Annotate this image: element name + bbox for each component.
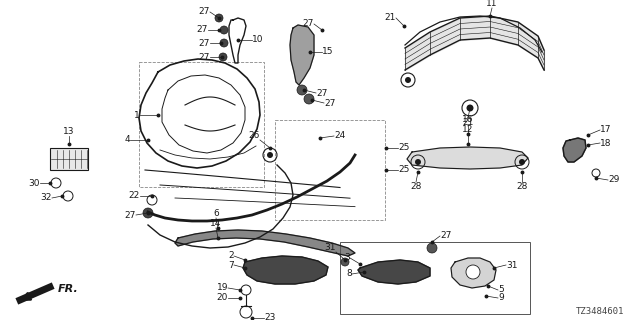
Text: 10: 10 — [252, 36, 264, 44]
Text: 19: 19 — [216, 284, 228, 292]
Text: 23: 23 — [264, 314, 275, 320]
Polygon shape — [175, 230, 355, 256]
Text: FR.: FR. — [58, 284, 79, 294]
Text: 16: 16 — [462, 115, 474, 124]
Text: 13: 13 — [63, 127, 75, 136]
Bar — [139, 62, 264, 187]
Text: 32: 32 — [40, 194, 52, 203]
Circle shape — [220, 26, 228, 34]
Polygon shape — [451, 258, 496, 288]
Text: 14: 14 — [211, 219, 221, 228]
Circle shape — [405, 77, 411, 83]
Text: TZ3484601: TZ3484601 — [576, 308, 624, 316]
Polygon shape — [358, 260, 430, 284]
Text: 31: 31 — [324, 243, 336, 252]
Text: 27: 27 — [324, 99, 335, 108]
Text: 27: 27 — [198, 52, 210, 61]
Text: 8: 8 — [346, 269, 352, 278]
Bar — [275, 120, 385, 220]
Text: 28: 28 — [410, 182, 422, 191]
Text: 25: 25 — [398, 143, 410, 153]
Text: 12: 12 — [462, 125, 474, 134]
Text: 9: 9 — [498, 293, 504, 302]
Text: 3: 3 — [344, 253, 350, 262]
Circle shape — [466, 265, 480, 279]
Circle shape — [304, 94, 314, 104]
Polygon shape — [563, 138, 586, 162]
Text: 27: 27 — [198, 38, 210, 47]
Text: 5: 5 — [498, 285, 504, 294]
Text: 1: 1 — [134, 110, 140, 119]
Text: 20: 20 — [216, 293, 228, 302]
Text: 21: 21 — [385, 13, 396, 22]
Text: 24: 24 — [334, 132, 345, 140]
Text: 15: 15 — [322, 47, 333, 57]
Text: 29: 29 — [608, 175, 620, 185]
Text: 30: 30 — [29, 179, 40, 188]
Bar — [340, 242, 530, 314]
Text: 27: 27 — [316, 89, 328, 98]
Text: 21: 21 — [462, 118, 474, 127]
Circle shape — [215, 14, 223, 22]
Text: 28: 28 — [516, 182, 528, 191]
Circle shape — [415, 159, 421, 165]
Circle shape — [341, 258, 349, 266]
Circle shape — [219, 53, 227, 61]
Text: 17: 17 — [600, 125, 611, 134]
Text: 27: 27 — [440, 231, 451, 241]
Text: 6: 6 — [213, 209, 219, 218]
Circle shape — [143, 208, 153, 218]
Text: 26: 26 — [248, 131, 260, 140]
Circle shape — [267, 152, 273, 158]
Circle shape — [467, 105, 474, 111]
Text: 18: 18 — [600, 139, 611, 148]
Circle shape — [427, 243, 437, 253]
Bar — [50, 148, 88, 170]
Circle shape — [519, 159, 525, 165]
Circle shape — [220, 39, 228, 47]
Text: 2: 2 — [228, 252, 234, 260]
Polygon shape — [243, 256, 328, 284]
Text: 27: 27 — [303, 20, 314, 28]
Text: 27: 27 — [198, 7, 210, 17]
Polygon shape — [290, 25, 314, 85]
Text: 27: 27 — [125, 211, 136, 220]
Text: 25: 25 — [398, 165, 410, 174]
Circle shape — [297, 85, 307, 95]
Text: 4: 4 — [124, 135, 130, 145]
Text: 31: 31 — [506, 260, 518, 269]
Text: 11: 11 — [486, 0, 498, 8]
Text: 27: 27 — [196, 26, 208, 35]
Polygon shape — [407, 147, 528, 169]
Text: 22: 22 — [129, 191, 140, 201]
Text: 7: 7 — [228, 260, 234, 269]
